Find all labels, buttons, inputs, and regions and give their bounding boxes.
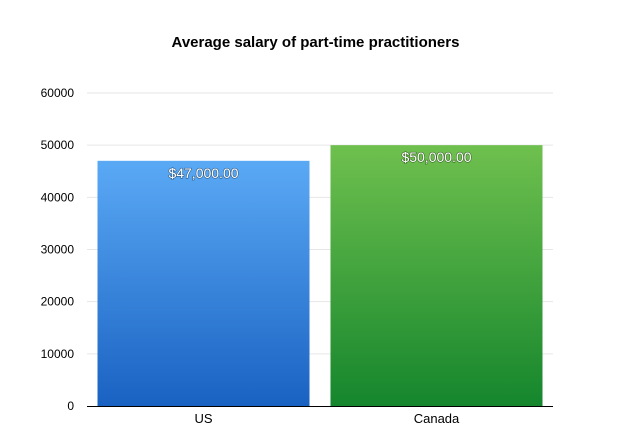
y-tick-label: 10000: [41, 347, 75, 361]
y-tick-label: 20000: [41, 295, 75, 309]
data-label-us: $47,000.00: [168, 165, 238, 181]
x-tick-label-us: US: [194, 411, 212, 426]
y-tick-label: 0: [67, 399, 74, 413]
data-label-canada: $50,000.00: [401, 149, 471, 165]
x-tick-label-canada: Canada: [414, 411, 460, 426]
y-tick-label: 30000: [41, 243, 75, 257]
y-tick-label: 60000: [41, 86, 75, 100]
bar-us: [97, 160, 310, 406]
bar-canada: [330, 145, 543, 406]
y-tick-label: 50000: [41, 138, 75, 152]
y-tick-label: 40000: [41, 190, 75, 204]
chart-title: Average salary of part-time practitioner…: [171, 34, 460, 51]
